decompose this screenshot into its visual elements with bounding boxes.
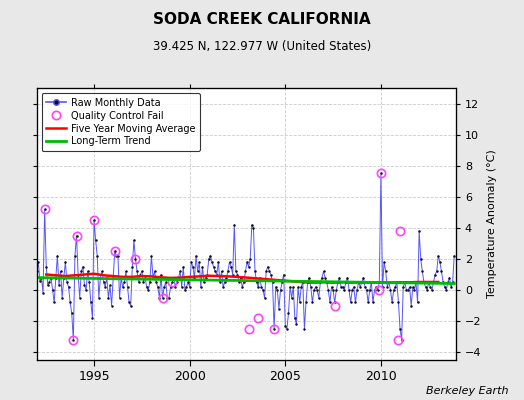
Y-axis label: Temperature Anomaly (°C): Temperature Anomaly (°C) bbox=[487, 150, 497, 298]
Text: 39.425 N, 122.977 W (United States): 39.425 N, 122.977 W (United States) bbox=[153, 40, 371, 53]
Text: Berkeley Earth: Berkeley Earth bbox=[426, 386, 508, 396]
Legend: Raw Monthly Data, Quality Control Fail, Five Year Moving Average, Long-Term Tren: Raw Monthly Data, Quality Control Fail, … bbox=[41, 93, 200, 151]
Text: SODA CREEK CALIFORNIA: SODA CREEK CALIFORNIA bbox=[153, 12, 371, 27]
